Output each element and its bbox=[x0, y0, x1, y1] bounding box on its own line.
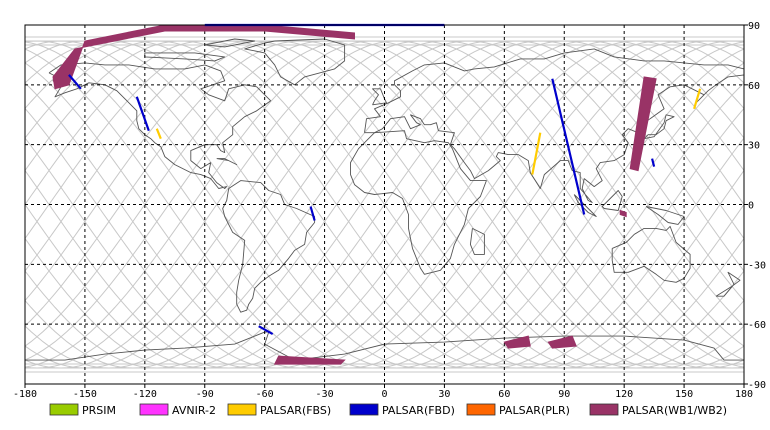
legend-label: PALSAR(PLR) bbox=[499, 404, 570, 417]
legend-item: PRSIM bbox=[49, 403, 116, 417]
coastline bbox=[715, 271, 741, 297]
coastline bbox=[469, 227, 485, 255]
x-tick-label: 180 bbox=[735, 389, 753, 400]
coastline bbox=[364, 48, 745, 203]
swath-palsar-wb1-wb2- bbox=[547, 335, 577, 349]
swath-palsar-fbs- bbox=[155, 128, 162, 140]
x-tick-label: -30 bbox=[316, 389, 334, 400]
legend-label: PALSAR(FBS) bbox=[260, 404, 331, 417]
coastline bbox=[573, 194, 597, 217]
x-tick-label: 150 bbox=[675, 389, 693, 400]
legend-swatch bbox=[589, 403, 619, 416]
legend: PRSIM AVNIR-2 PALSAR(FBS) PALSAR(FBD) PALSAR… bbox=[49, 403, 727, 417]
y-tick-label: -90 bbox=[748, 380, 766, 391]
swath-palsar-wb1-wb2- bbox=[619, 209, 627, 218]
legend-item: PALSAR(FBD) bbox=[349, 403, 455, 417]
y-tick-label: 30 bbox=[748, 141, 760, 152]
swath-palsar-fbd- bbox=[258, 325, 274, 336]
y-tick-label: 0 bbox=[748, 201, 754, 212]
legend-label: PRSIM bbox=[82, 404, 116, 417]
y-tick-label: -30 bbox=[748, 260, 766, 271]
coastline bbox=[144, 52, 226, 62]
legend-swatch bbox=[466, 403, 496, 416]
x-tick-label: 120 bbox=[615, 389, 633, 400]
legend-item: AVNIR-2 bbox=[139, 403, 216, 417]
swath-palsar-fbd- bbox=[309, 206, 316, 221]
x-tick-label: -180 bbox=[13, 389, 37, 400]
legend-swatch bbox=[349, 403, 379, 416]
coastline bbox=[25, 331, 744, 361]
swath-palsar-fbs- bbox=[693, 88, 702, 110]
swath-palsar-fbs- bbox=[531, 132, 542, 175]
x-tick-label: 60 bbox=[498, 389, 510, 400]
legend-item: PALSAR(FBS) bbox=[227, 403, 331, 417]
legend-label: PALSAR(FBD) bbox=[382, 404, 455, 417]
legend-item: PALSAR(WB1/WB2) bbox=[589, 403, 727, 417]
x-tick-label: -120 bbox=[133, 389, 157, 400]
legend-item: PALSAR(PLR) bbox=[466, 403, 570, 417]
legend-swatch bbox=[139, 403, 169, 416]
coastlines bbox=[25, 38, 745, 361]
legend-label: PALSAR(WB1/WB2) bbox=[622, 404, 727, 417]
legend-swatch bbox=[227, 403, 257, 416]
coastline bbox=[645, 206, 685, 225]
x-tick-label: 30 bbox=[438, 389, 450, 400]
swath-palsar-wb1-wb2- bbox=[52, 24, 355, 90]
coastline bbox=[611, 225, 691, 283]
coastline bbox=[204, 38, 256, 48]
coastline bbox=[643, 114, 675, 140]
y-tick-label: 90 bbox=[748, 21, 760, 32]
swath-palsar-wb1-wb2- bbox=[273, 355, 346, 365]
coastline bbox=[216, 158, 238, 166]
y-tick-label: -60 bbox=[748, 320, 766, 331]
coastline bbox=[244, 38, 346, 86]
swath-palsar-wb1-wb2- bbox=[503, 335, 531, 349]
y-axis-ticks: 90 60 30 0 -30 -60 -90 bbox=[744, 21, 766, 391]
x-tick-label: -60 bbox=[256, 389, 274, 400]
x-tick-label: -90 bbox=[196, 389, 214, 400]
x-tick-label: 90 bbox=[558, 389, 570, 400]
x-tick-label: 0 bbox=[381, 389, 387, 400]
swath-palsar-fbd- bbox=[68, 74, 82, 90]
coastline bbox=[350, 130, 487, 275]
legend-label: AVNIR-2 bbox=[172, 404, 216, 417]
swath-palsar-fbd- bbox=[135, 96, 150, 132]
legend-swatch bbox=[49, 403, 79, 416]
swath-palsar-wb1-wb2- bbox=[629, 76, 657, 172]
coastline bbox=[48, 62, 272, 189]
y-tick-label: 60 bbox=[748, 81, 760, 92]
x-tick-label: -150 bbox=[73, 389, 97, 400]
swath-palsar-fbd- bbox=[551, 78, 586, 215]
coastline bbox=[601, 190, 623, 211]
coastline bbox=[372, 88, 387, 106]
swath-palsar-fbd- bbox=[651, 158, 656, 167]
x-axis-ticks: -180 -150 -120 -90 -60 -30 0 30 60 90 120 150 180 bbox=[13, 384, 753, 400]
